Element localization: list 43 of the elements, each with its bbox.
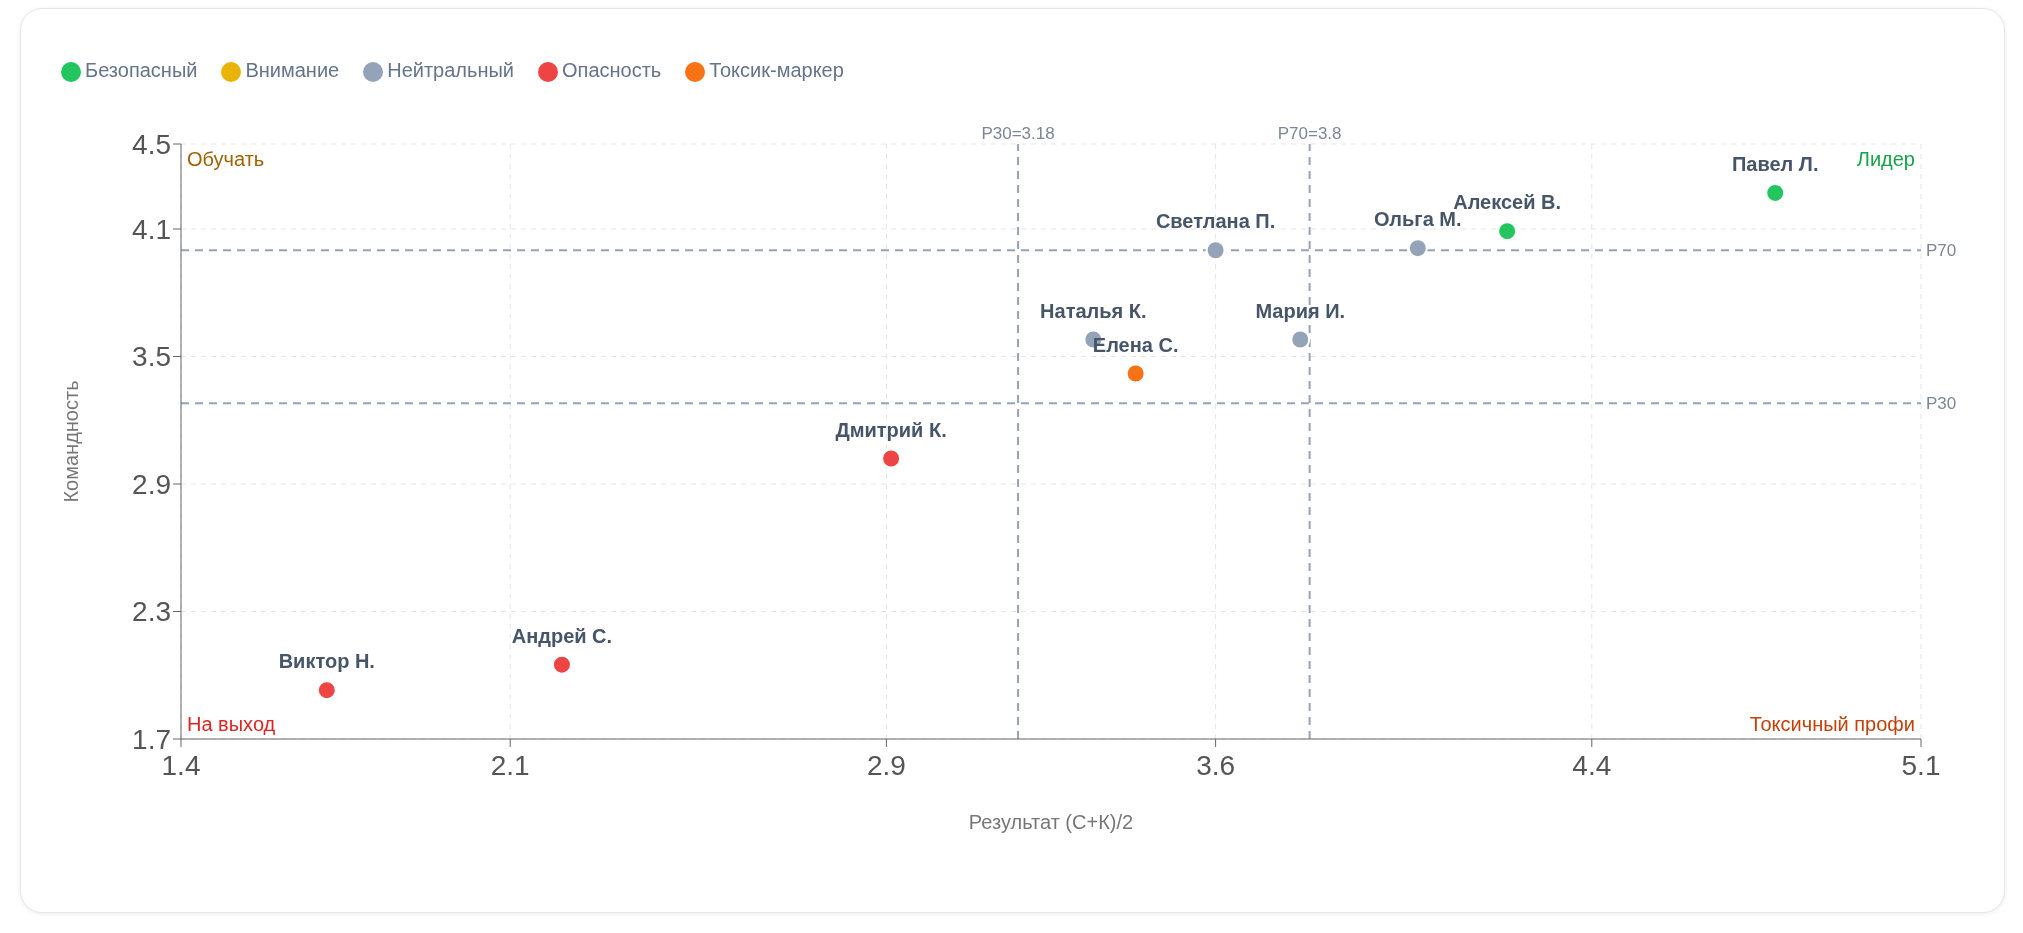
annotation: Андрей С. (511, 624, 613, 647)
annotation: Токсичный профи (1749, 713, 1915, 735)
x-tick-label: 2.9 (866, 749, 906, 781)
legend-label: Опасность (562, 59, 662, 81)
annotation: Мария И. (1255, 299, 1346, 322)
y-tick-label: 4.5 (132, 128, 171, 160)
point (1290, 329, 1311, 350)
y-axis-title: Командность (60, 380, 83, 503)
y-tick-label: 3.5 (132, 341, 171, 373)
y-tick-label: 2.3 (132, 596, 171, 628)
y-tick-label: 2.9 (132, 468, 171, 500)
ref-line-label: P70=3.8 (1277, 124, 1342, 143)
point (1497, 221, 1518, 242)
legend-label: Нейтральный (387, 59, 515, 81)
x-axis-title: Результат (С+К)/2 (968, 811, 1134, 833)
ref-line-label: P30 (1926, 394, 1957, 414)
annotation: Елена С. (1092, 333, 1179, 356)
annotation: Павел Л. (1731, 152, 1819, 175)
x-tick-label: 4.4 (1572, 749, 1612, 781)
x-tick-label: 3.6 (1196, 749, 1236, 781)
annotation: Обучать (187, 148, 265, 171)
point (1125, 363, 1146, 384)
annotation: Дмитрий К. (835, 418, 947, 441)
point (316, 680, 337, 701)
point (1407, 238, 1428, 259)
annotation: Светлана П. (1155, 210, 1276, 233)
point (1765, 182, 1786, 203)
legend-label: Внимание (245, 59, 340, 81)
x-tick-label: 2.1 (490, 749, 530, 781)
annotation: Виктор Н. (278, 650, 375, 673)
y-tick-label: 4.1 (132, 213, 171, 245)
legend-label: Безопасный (85, 59, 198, 81)
ref-line-label: P70 (1926, 241, 1957, 261)
point (551, 654, 572, 675)
annotation: Наталья К. (1040, 299, 1147, 322)
ref-line-label: P30=3.18 (981, 124, 1055, 143)
x-tick-label: 5.1 (1901, 749, 1941, 781)
annotation: Лидер (1856, 148, 1915, 171)
annotation: На выход (187, 713, 276, 735)
point (881, 448, 902, 469)
point (1205, 240, 1226, 261)
annotation: Ольга М. (1374, 208, 1462, 231)
legend-label: Токсик-маркер (709, 59, 844, 81)
